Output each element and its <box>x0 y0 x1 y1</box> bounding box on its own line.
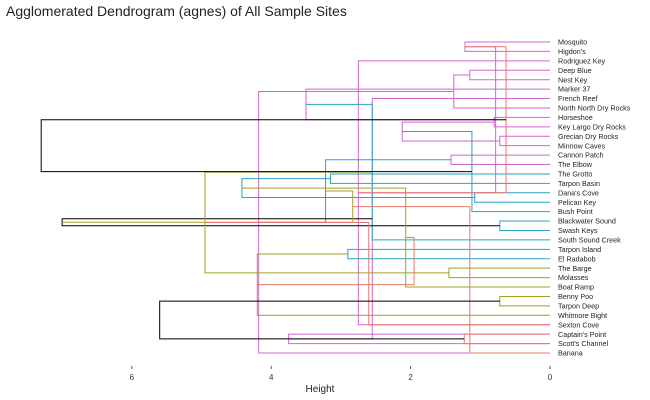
leaf-label: Captain's Point <box>558 330 606 339</box>
leaf-label: The Grotto <box>558 170 592 179</box>
leaf-label: Banana <box>558 349 583 358</box>
leaf-label: Scott's Channel <box>558 339 609 348</box>
leaf-label: Tarpon Deep <box>558 301 599 310</box>
dendrogram-link <box>257 237 415 286</box>
leaf-label: Nest Key <box>558 75 588 84</box>
leaf-label: Benny Poo <box>558 292 593 301</box>
dendrogram-link <box>450 154 550 166</box>
leaf-label: Sexton Cove <box>558 320 599 329</box>
dendrogram-link <box>499 295 550 307</box>
dendrogram-link <box>204 222 550 326</box>
leaf-label: Pelican Key <box>558 198 596 207</box>
leaf-label: North North Dry Rocks <box>558 104 631 113</box>
leaf-label: Marker 37 <box>558 85 590 94</box>
dendrogram-link <box>159 300 500 340</box>
leaf-label: Mosquito <box>558 38 587 47</box>
leaf-label: Minnow Caves <box>558 141 606 150</box>
leaf-label: French Reef <box>558 94 598 103</box>
dendrogram-link <box>463 333 550 345</box>
chart-title: Agglomerated Dendrogram (agnes) of All S… <box>6 3 347 19</box>
leaf-label: Key Largo Dry Rocks <box>558 122 626 131</box>
leaf-label: The Elbow <box>558 160 593 169</box>
dendrogram-link <box>40 119 507 173</box>
dendrogram-link <box>258 159 452 223</box>
dendrogram-link <box>241 187 550 288</box>
leaf-label: Deep Blue <box>558 66 592 75</box>
leaf-label: Blackwater Sound <box>558 217 616 226</box>
dendrogram-link <box>347 248 550 260</box>
leaf-label: Horseshoe <box>558 113 593 122</box>
leaf-label: Boat Ramp <box>558 283 594 292</box>
dendrogram-link <box>493 116 550 128</box>
dendrogram-link <box>469 69 550 81</box>
dendrogram-link <box>499 220 550 231</box>
dendrogram-link <box>329 173 550 184</box>
leaf-label: South Sound Creek <box>558 236 621 245</box>
leaf-label: El Radabob <box>558 254 596 263</box>
x-tick-label: 4 <box>269 373 274 382</box>
leaf-label: Tarpon Basin <box>558 179 600 188</box>
leaf-label: Higdon's <box>558 47 586 56</box>
leaf-label: Grecian Dry Rocks <box>558 132 619 141</box>
dendrogram-links <box>40 41 550 354</box>
leaf-label: Rodriguez Key <box>558 56 606 65</box>
leaf-label: Bush Point <box>558 207 593 216</box>
leaf-label: Tarpon Island <box>558 245 601 254</box>
dendrogram-link <box>352 206 550 354</box>
leaf-label: Molasses <box>558 273 589 282</box>
x-tick-label: 0 <box>548 373 553 382</box>
dendrogram-link <box>474 192 550 203</box>
dendrogram-link <box>448 267 550 279</box>
x-tick-label: 2 <box>408 373 413 382</box>
dendrogram-link <box>62 190 354 223</box>
leaf-label: The Barge <box>558 264 592 273</box>
x-axis-ticks: 6 4 2 0 <box>130 366 553 382</box>
x-tick-label: 6 <box>130 373 135 382</box>
leaf-label: Cannon Patch <box>558 151 604 160</box>
leaf-label: Swash Keys <box>558 226 598 235</box>
leaf-label: Dana's Cove <box>558 188 599 197</box>
dendrogram-link <box>499 135 550 147</box>
leaf-label: Whitmore Bight <box>558 311 607 320</box>
x-axis-title: Height <box>306 384 335 395</box>
